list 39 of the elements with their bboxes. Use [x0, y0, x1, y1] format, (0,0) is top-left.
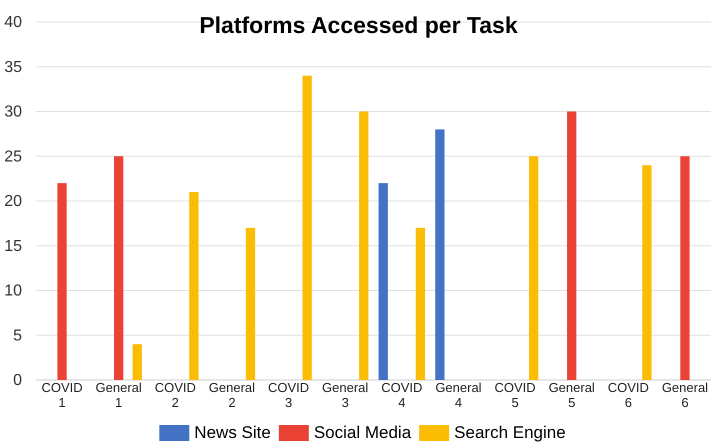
legend-label: Social Media — [314, 423, 412, 442]
bar — [529, 156, 538, 380]
y-tick-label: 35 — [4, 58, 22, 76]
x-tick-label: General 6 — [662, 380, 708, 410]
bar — [642, 165, 652, 380]
y-tick-label: 40 — [4, 14, 22, 32]
y-tick-label: 25 — [4, 148, 22, 166]
x-tick-label: COVID 3 — [268, 380, 310, 410]
y-tick-label: 30 — [4, 104, 22, 121]
bar — [114, 156, 124, 380]
bar — [246, 228, 256, 380]
y-tick-label: 15 — [4, 238, 22, 255]
bar — [378, 183, 388, 380]
x-tick-label: General 5 — [548, 380, 595, 410]
legend-label: News Site — [194, 423, 271, 442]
x-tick-label: COVID 5 — [494, 380, 536, 410]
x-tick-label: COVID 1 — [41, 380, 83, 410]
x-tick-label: COVID 4 — [381, 380, 422, 410]
bar — [57, 183, 67, 380]
chart-title: Platforms Accessed per Task — [199, 12, 518, 38]
bar — [567, 112, 576, 380]
bar — [416, 228, 426, 380]
y-tick-label: 0 — [13, 372, 22, 390]
y-tick-label: 10 — [4, 282, 22, 300]
x-tick-label: General 4 — [435, 380, 482, 410]
x-tick-label: General 1 — [96, 380, 142, 410]
x-tick-label: General 2 — [208, 380, 256, 410]
x-tick-label: COVID 2 — [154, 380, 196, 410]
bar — [359, 112, 368, 380]
bar — [132, 344, 142, 380]
x-tick-label: COVID 6 — [608, 380, 649, 410]
bar — [189, 192, 199, 380]
bar — [302, 76, 312, 380]
bar — [435, 129, 445, 380]
y-tick-label: 20 — [4, 193, 22, 210]
y-tick-label: 5 — [13, 327, 22, 344]
bar — [680, 156, 690, 380]
legend-label: Search Engine — [454, 423, 566, 442]
x-tick-label: General 3 — [322, 380, 368, 410]
